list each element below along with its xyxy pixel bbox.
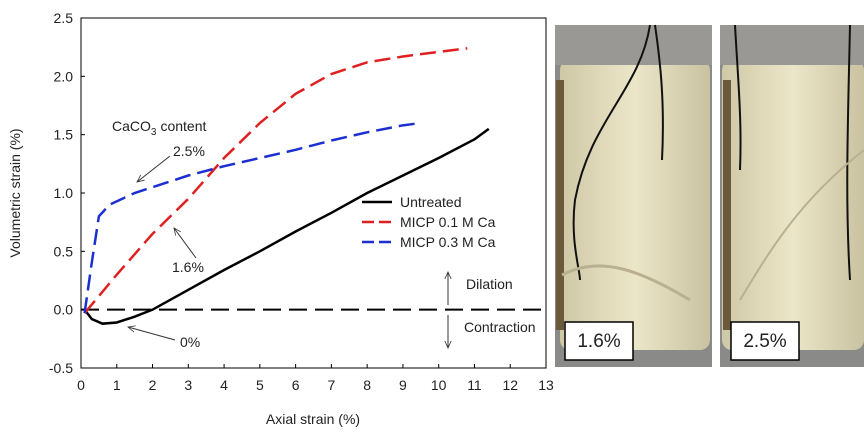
arrow	[174, 228, 197, 259]
legend-label: MICP 0.1 M Ca	[400, 214, 496, 230]
annotation: CaCO	[112, 118, 151, 134]
y-tick-label: 1.5	[54, 127, 74, 143]
y-tick-label: 0.0	[54, 302, 74, 318]
annotation: CaCO3 content	[112, 118, 207, 138]
x-tick-label: 13	[538, 377, 554, 393]
y-tick-label: 2.5	[54, 10, 74, 26]
series-line	[83, 47, 468, 314]
y-tick-label: 2.0	[54, 68, 74, 84]
series-line	[83, 127, 490, 325]
y-tick-label: 1.0	[54, 185, 74, 201]
x-tick-label: 2	[149, 377, 157, 393]
x-tick-label: 10	[431, 377, 447, 393]
x-tick-label: 8	[363, 377, 371, 393]
photo-label: 2.5%	[743, 331, 786, 352]
legend-label: Untreated	[400, 194, 461, 210]
photo-1	[555, 24, 712, 367]
x-axis-title: Axial strain (%)	[266, 411, 360, 427]
y-tick-label: 0.5	[54, 243, 74, 259]
x-tick-label: 11	[467, 377, 482, 393]
series-line	[83, 121, 421, 314]
photo-2	[720, 24, 864, 367]
photo-label: 1.6%	[577, 331, 620, 352]
plot-frame	[80, 17, 547, 369]
x-tick-label: 3	[184, 377, 192, 393]
arrow	[128, 327, 176, 341]
legend-label: MICP 0.3 M Ca	[400, 234, 496, 250]
photo-label-box	[564, 321, 634, 361]
x-tick-label: 6	[292, 377, 300, 393]
x-tick-label: 5	[256, 377, 264, 393]
x-tick-label: 4	[220, 377, 228, 393]
annotation: 0%	[180, 334, 200, 350]
annotation: 3	[151, 127, 157, 138]
x-tick-label: 12	[502, 377, 518, 393]
arrow	[137, 155, 171, 182]
annotation: 1.6%	[172, 259, 204, 275]
x-tick-label: 9	[399, 377, 407, 393]
x-tick-label: 7	[327, 377, 335, 393]
y-axis-title: Volumetric strain (%)	[7, 128, 23, 257]
annotation: content	[160, 118, 206, 134]
photo-label-box	[730, 321, 800, 361]
x-tick-label: 0	[77, 377, 85, 393]
y-tick-label: -0.5	[49, 360, 73, 376]
annotation: Contraction	[464, 319, 536, 335]
x-tick-label: 1	[113, 377, 121, 393]
annotation: Dilation	[466, 276, 513, 292]
annotation: 2.5%	[173, 143, 205, 159]
